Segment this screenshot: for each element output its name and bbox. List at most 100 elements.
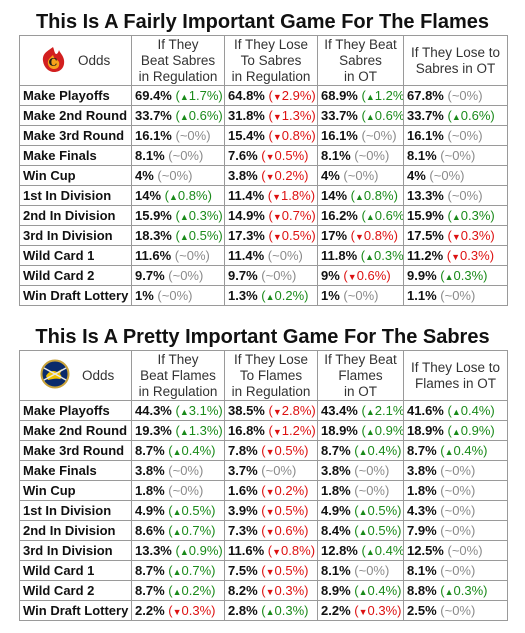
odds-change: (▲0.5%) [354,523,402,538]
odds-cell: 4% (~0%) [403,165,508,186]
odds-value: 4% [135,168,154,183]
odds-value: 8.7% [135,563,165,578]
odds-value: 16.1% [135,128,172,143]
odds-change-value: 0.4% [374,543,404,558]
odds-value: 4% [321,168,340,183]
odds-change: (▼1.8%) [267,188,316,203]
odds-cell: 11.4% (▼1.8%) [224,185,318,206]
table-row: Make 3rd Round 8.7% (▲0.4%) 7.8% (▼0.5%) 8.… [19,440,508,461]
odds-change-value: ~0% [347,288,375,303]
odds-change-value: ~0% [172,148,199,163]
odds-cell: 8.1% (~0%) [403,560,508,581]
odds-cell: 12.8% (▲0.4%) [317,540,404,561]
odds-cell: 8.7% (▲0.7%) [131,560,225,581]
odds-cell: 17% (▼0.8%) [317,225,404,246]
row-label: Make 2nd Round [19,420,132,441]
odds-change-value: 0.4% [367,443,398,458]
odds-cell: 1.8% (~0%) [131,480,225,501]
odds-cell: 1.6% (▼0.2%) [224,480,318,501]
table-row: 1st In Division 4.9% (▲0.5%) 3.9% (▼0.5%) 4… [19,500,508,521]
flames-logo-icon: C [38,45,68,77]
arrow-up-icon: ▲ [265,607,275,617]
odds-value: 12.5% [407,543,444,558]
odds-cell: 14.9% (▼0.7%) [224,205,318,226]
odds-change-value: 1.7% [188,88,219,103]
odds-change-value: ~0% [172,483,199,498]
arrow-down-icon: ▼ [451,252,461,262]
odds-value: 18.9% [407,423,444,438]
odds-change: (▼0.5%) [261,148,309,163]
odds-change: (▼1.2%) [268,423,316,438]
table-row: 2nd In Division 15.9% (▲0.3%) 14.9% (▼0.7%… [19,205,508,226]
odds-cell: 67.8% (~0%) [403,85,508,106]
odds-change: (~0%) [447,188,483,203]
row-label: Wild Card 1 [19,560,132,581]
odds-change: (▲0.7%) [168,563,216,578]
odds-value: 11.2% [407,248,444,263]
odds-change: (▲1.3%) [175,423,223,438]
arrow-down-icon: ▼ [272,212,282,222]
odds-value: 8.1% [407,148,437,163]
header-lose-ot: If They Lose to Sabres in OT [403,35,508,86]
odds-change-value: 0.8% [363,228,394,243]
odds-change: (~0%) [261,463,297,478]
odds-value: 7.5% [228,563,258,578]
odds-change-value: 0.5% [274,503,305,518]
arrow-down-icon: ▼ [451,232,461,242]
odds-change-value: 0.6% [374,108,404,123]
table-row: Win Cup 4% (~0%) 3.8% (▼0.2%) 4% (~0%) 4% (~… [19,165,508,186]
odds-value: 44.3% [135,403,172,418]
arrow-up-icon: ▲ [179,112,189,122]
arrow-down-icon: ▼ [272,132,282,142]
odds-change-value: 0.5% [274,148,305,163]
odds-change-value: 0.3% [453,268,484,283]
odds-cell: 15.9% (▲0.3%) [403,205,508,226]
odds-cell: 16.1% (~0%) [403,125,508,146]
arrow-up-icon: ▲ [172,447,182,457]
odds-cell: 13.3% (▲0.9%) [131,540,225,561]
odds-value: 14% [321,188,348,203]
odds-change-value: 0.4% [453,443,484,458]
odds-change: (▲0.5%) [175,228,223,243]
odds-change-value: 0.3% [188,208,219,223]
row-label: Make 3rd Round [19,440,132,461]
odds-cell: 38.5% (▼2.8%) [224,400,318,421]
odds-change: (▲0.2%) [168,583,216,598]
odds-change-value: ~0% [444,288,471,303]
odds-change-value: ~0% [451,88,479,103]
odds-value: 2.2% [321,603,351,618]
odds-change: (▲0.3%) [440,583,488,598]
logo-header-cell: C Odds [19,35,132,86]
arrow-up-icon: ▲ [169,192,178,202]
arrow-down-icon: ▼ [347,272,357,282]
odds-value: 7.3% [228,523,258,538]
odds-change: (▲2.1%) [361,403,404,418]
odds-value: 9.7% [135,268,165,283]
table-row: Make 2nd Round 19.3% (▲1.3%) 16.8% (▼1.2%)… [19,420,508,441]
odds-cell: 33.7% (▲0.6%) [403,105,508,126]
odds-change: (▼0.5%) [268,228,316,243]
odds-change-value: 0.5% [274,443,305,458]
odds-change: (▲0.3%) [360,248,404,263]
table-row: Win Cup 1.8% (~0%) 1.6% (▼0.2%) 1.8% (~0%) 1… [19,480,508,501]
odds-change: (~0%) [157,168,193,183]
odds-change-value: 0.3% [367,603,398,618]
odds-value: 38.5% [228,403,265,418]
arrow-down-icon: ▼ [172,607,182,617]
odds-cell: 18.9% (▲0.9%) [317,420,404,441]
odds-change-value: 0.3% [460,208,491,223]
odds-change-value: ~0% [451,188,479,203]
odds-change: (~0%) [354,563,390,578]
odds-change: (~0%) [440,603,476,618]
odds-change: (~0%) [361,128,397,143]
odds-change: (▲0.3%) [175,208,223,223]
odds-change: (▲0.4%) [354,443,402,458]
arrow-up-icon: ▲ [451,212,461,222]
odds-change: (▲3.1%) [175,403,223,418]
odds-cell: 1.1% (~0%) [403,285,508,306]
arrow-up-icon: ▲ [358,527,368,537]
odds-change-value: ~0% [444,148,471,163]
odds-value: 7.6% [228,148,258,163]
odds-cell: 8.1% (~0%) [317,560,404,581]
odds-change: (~0%) [175,128,211,143]
